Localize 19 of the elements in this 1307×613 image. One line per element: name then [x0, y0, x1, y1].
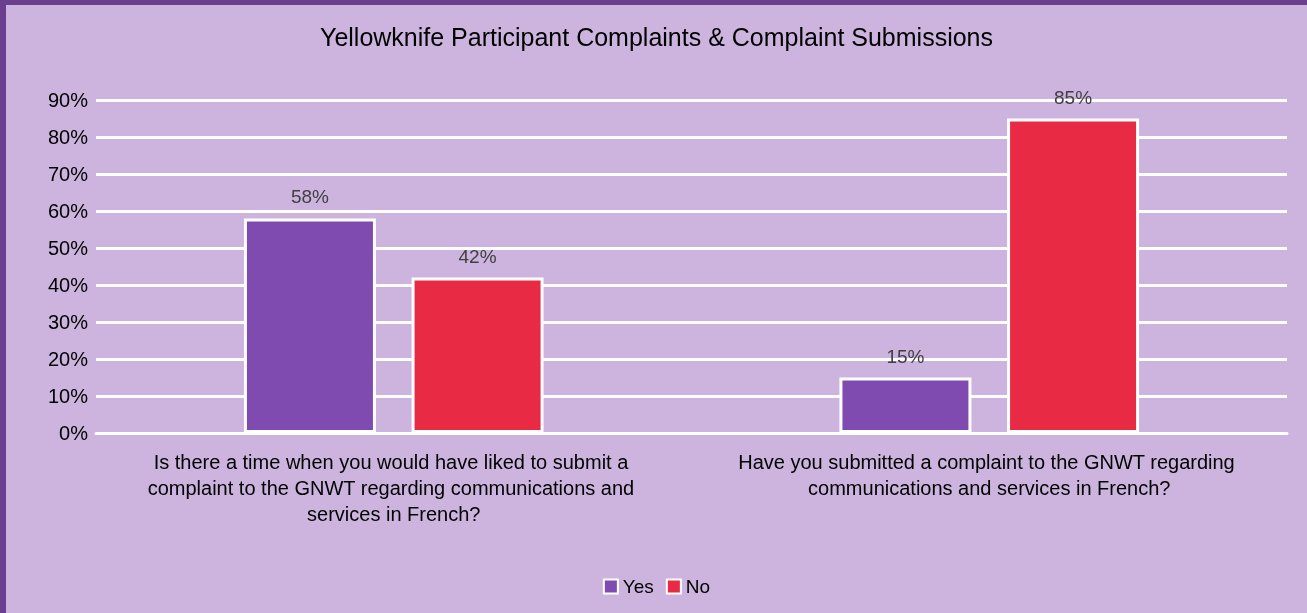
- y-tick-label: 0%: [59, 422, 89, 444]
- data-label: 15%: [886, 345, 925, 367]
- x-tick-label: Have you submitted a complaint to the GNWT regarding communications and services in French?: [738, 451, 1241, 499]
- y-tick-label: 80%: [47, 126, 89, 148]
- data-label: 42%: [458, 245, 497, 267]
- legend-label: No: [685, 576, 711, 597]
- y-tick-label: 30%: [47, 311, 89, 333]
- data-label: 58%: [290, 186, 330, 208]
- y-tick-label: 50%: [47, 237, 89, 259]
- y-tick-label: 70%: [47, 163, 89, 185]
- y-tick-label: 10%: [47, 385, 89, 407]
- y-tick-label: 20%: [47, 348, 89, 370]
- y-tick-label: 90%: [47, 89, 89, 111]
- legend-label: Yes: [622, 576, 654, 597]
- y-tick-label: 60%: [47, 200, 89, 222]
- chart-title: Yellowknife Participant Complaints & Complaint Submissions: [320, 22, 993, 51]
- y-tick-label: 40%: [47, 274, 89, 296]
- x-tick-label: Is there a time when you would have liked to submit a complaint to the GNWT regarding communications and services in French?: [147, 451, 640, 525]
- data-label: 85%: [1054, 86, 1093, 108]
